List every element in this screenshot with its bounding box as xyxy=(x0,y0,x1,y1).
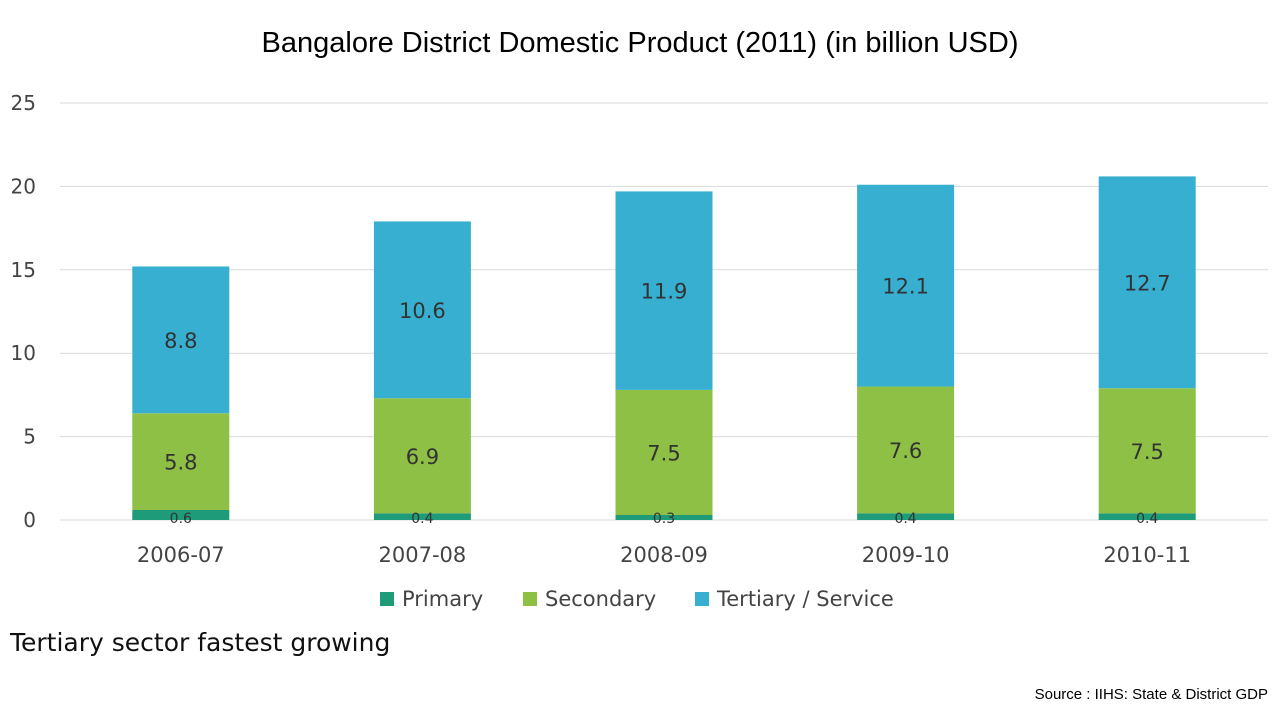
x-tick-label-2009-10: 2009-10 xyxy=(862,543,950,567)
legend-label-primary: Primary xyxy=(402,587,483,611)
x-tick-label-2010-11: 2010-11 xyxy=(1103,543,1191,567)
source-note: Source : IIHS: State & District GDP xyxy=(1034,686,1268,703)
y-tick-label-20: 20 xyxy=(11,174,36,198)
y-tick-label-15: 15 xyxy=(11,258,36,282)
bar-primary-2009-10 xyxy=(857,513,955,520)
chart: Bangalore District Domestic Product (201… xyxy=(11,27,1268,611)
data-label-secondary-2009-10: 7.6 xyxy=(889,439,922,463)
bar-secondary-2010-11 xyxy=(1098,388,1196,514)
legend-swatch-secondary xyxy=(523,592,537,606)
data-label-primary-2007-08: 0.4 xyxy=(411,511,433,527)
legend-label-secondary: Secondary xyxy=(545,587,656,611)
bar-tertiary-service-2010-11 xyxy=(1098,176,1196,389)
x-tick-label-2008-09: 2008-09 xyxy=(620,543,708,567)
legend: Primary Secondary Tertiary / Service xyxy=(380,587,894,611)
data-label-tertiary-service-2010-11: 12.7 xyxy=(1124,271,1171,295)
bar-primary-2007-08 xyxy=(373,513,471,520)
x-tick-label-2006-07: 2006-07 xyxy=(137,543,225,567)
bar-primary-2006-07 xyxy=(132,509,230,520)
y-tick-label-5: 5 xyxy=(23,425,36,449)
bars xyxy=(132,176,1196,520)
data-label-secondary-2007-08: 6.9 xyxy=(406,445,439,469)
legend-swatch-primary xyxy=(380,592,394,606)
bar-tertiary-service-2009-10 xyxy=(857,184,955,387)
data-label-tertiary-service-2009-10: 12.1 xyxy=(882,275,929,299)
bar-secondary-2008-09 xyxy=(615,389,713,515)
bar-primary-2010-11 xyxy=(1098,513,1196,520)
y-tick-label-10: 10 xyxy=(11,341,36,365)
caption: Tertiary sector fastest growing xyxy=(10,628,391,657)
data-label-secondary-2006-07: 5.8 xyxy=(164,451,197,475)
data-label-tertiary-service-2007-08: 10.6 xyxy=(399,299,446,323)
legend-swatch-tertiary-service xyxy=(695,592,709,606)
y-tick-label-0: 0 xyxy=(23,508,36,532)
data-label-tertiary-service-2006-07: 8.8 xyxy=(164,329,197,353)
bar-tertiary-service-2007-08 xyxy=(373,221,471,399)
bar-secondary-2006-07 xyxy=(132,413,230,510)
data-label-primary-2006-07: 0.6 xyxy=(170,511,192,527)
x-axis-ticks: 2006-07 2007-08 2008-09 2009-10 2010-11 xyxy=(137,543,1191,567)
data-label-tertiary-service-2008-09: 11.9 xyxy=(641,280,688,304)
data-labels: 0.6 5.8 8.8 0.4 6.9 10.6 0.3 7.5 11.9 0.4 7.6 12.1 0… xyxy=(164,271,1170,527)
y-tick-label-25: 25 xyxy=(11,91,36,115)
data-label-secondary-2008-09: 7.5 xyxy=(647,441,680,465)
bar-tertiary-service-2008-09 xyxy=(615,191,713,390)
bar-secondary-2007-08 xyxy=(373,398,471,514)
x-tick-label-2007-08: 2007-08 xyxy=(379,543,467,567)
bar-primary-2008-09 xyxy=(615,514,713,520)
data-label-primary-2008-09: 0.3 xyxy=(653,511,675,527)
bar-secondary-2009-10 xyxy=(857,386,955,514)
chart-title: Bangalore District Domestic Product (201… xyxy=(262,27,1019,59)
data-label-primary-2009-10: 0.4 xyxy=(894,511,916,527)
data-label-primary-2010-11: 0.4 xyxy=(1136,511,1158,527)
data-label-secondary-2010-11: 7.5 xyxy=(1130,440,1163,464)
y-axis-ticks: 0 5 10 15 20 25 xyxy=(11,91,36,532)
legend-label-tertiary-service: Tertiary / Service xyxy=(716,587,894,611)
bar-tertiary-service-2006-07 xyxy=(132,266,230,414)
